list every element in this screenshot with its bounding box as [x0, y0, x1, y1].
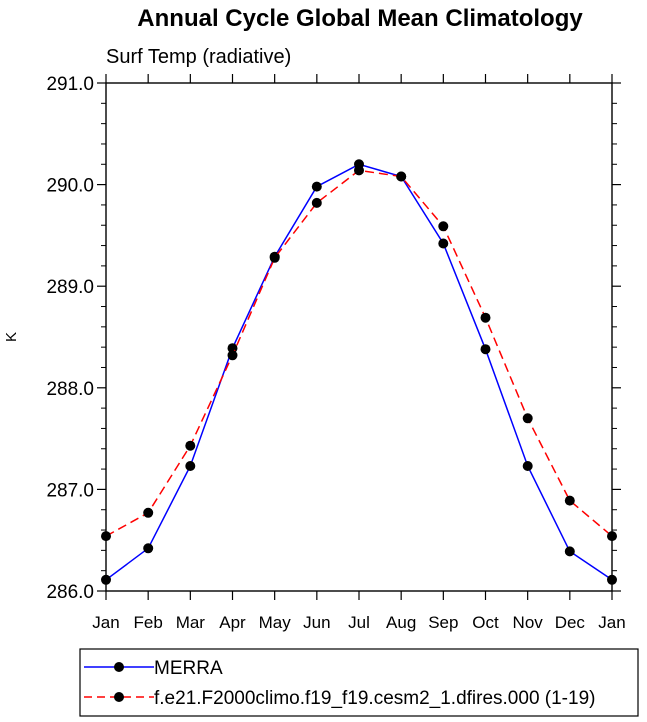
y-tick-label: 291.0	[46, 74, 94, 95]
y-tick-label: 290.0	[46, 176, 94, 197]
legend: MERRA f.e21.F2000climo.f19_f19.cesm2_1.d…	[79, 648, 639, 717]
y-tick-label: 286.0	[46, 582, 94, 603]
y-tick-label: 287.0	[46, 480, 94, 501]
x-tick-label: Jan	[92, 613, 119, 632]
chart-subtitle: Surf Temp (radiative)	[106, 46, 291, 68]
data-point	[354, 165, 364, 176]
series-layer	[101, 159, 617, 585]
chart-title: Annual Cycle Global Mean Climatology	[137, 5, 583, 32]
data-point	[564, 546, 575, 557]
series-line-0	[105, 163, 613, 581]
series-0	[101, 159, 617, 585]
data-point	[311, 181, 322, 192]
legend-box	[79, 648, 639, 717]
data-point	[480, 312, 491, 323]
x-tick-label: Jun	[303, 613, 330, 632]
x-tick-label: May	[259, 613, 292, 632]
data-point	[143, 543, 154, 554]
data-point	[227, 350, 238, 361]
data-point	[438, 238, 449, 249]
x-tick-label: Oct	[472, 613, 499, 632]
x-tick-label: Jul	[348, 613, 370, 632]
data-point	[564, 495, 575, 506]
plot-area-frame	[105, 82, 613, 592]
legend-marker-cesm	[114, 692, 124, 702]
data-point	[396, 171, 407, 182]
series-1	[101, 165, 617, 542]
x-tick-label: Dec	[555, 613, 586, 632]
x-tick-label: Nov	[513, 613, 544, 632]
y-tick-label: 288.0	[46, 379, 94, 400]
y-tick-labels: 286.0 287.0 288.0 289.0 290.0 291.0	[46, 74, 94, 603]
legend-label-merra: MERRA	[154, 658, 223, 679]
axis-ticks	[97, 74, 621, 600]
y-axis-label: K	[3, 332, 20, 342]
data-point	[269, 252, 280, 263]
data-point	[143, 507, 154, 518]
data-point	[522, 461, 533, 471]
x-tick-label: Aug	[386, 613, 416, 632]
x-tick-label: Mar	[176, 613, 206, 632]
y-tick-label: 289.0	[46, 277, 94, 298]
x-tick-label: Feb	[134, 613, 163, 632]
legend-marker-merra	[114, 662, 124, 672]
data-point	[185, 461, 196, 471]
data-point	[480, 344, 491, 355]
data-point	[185, 440, 196, 451]
data-point	[522, 413, 533, 424]
data-point	[311, 197, 322, 208]
x-tick-label: Apr	[219, 613, 246, 632]
x-tick-label: Sep	[428, 613, 458, 632]
x-tick-label: Jan	[598, 613, 625, 632]
x-tick-labels: Jan Feb Mar Apr May Jun Jul Aug Sep Oct Nov Dec Jan	[92, 613, 625, 632]
legend-label-cesm: f.e21.F2000climo.f19_f19.cesm2_1.dfires.…	[154, 688, 595, 709]
data-point	[438, 221, 449, 232]
